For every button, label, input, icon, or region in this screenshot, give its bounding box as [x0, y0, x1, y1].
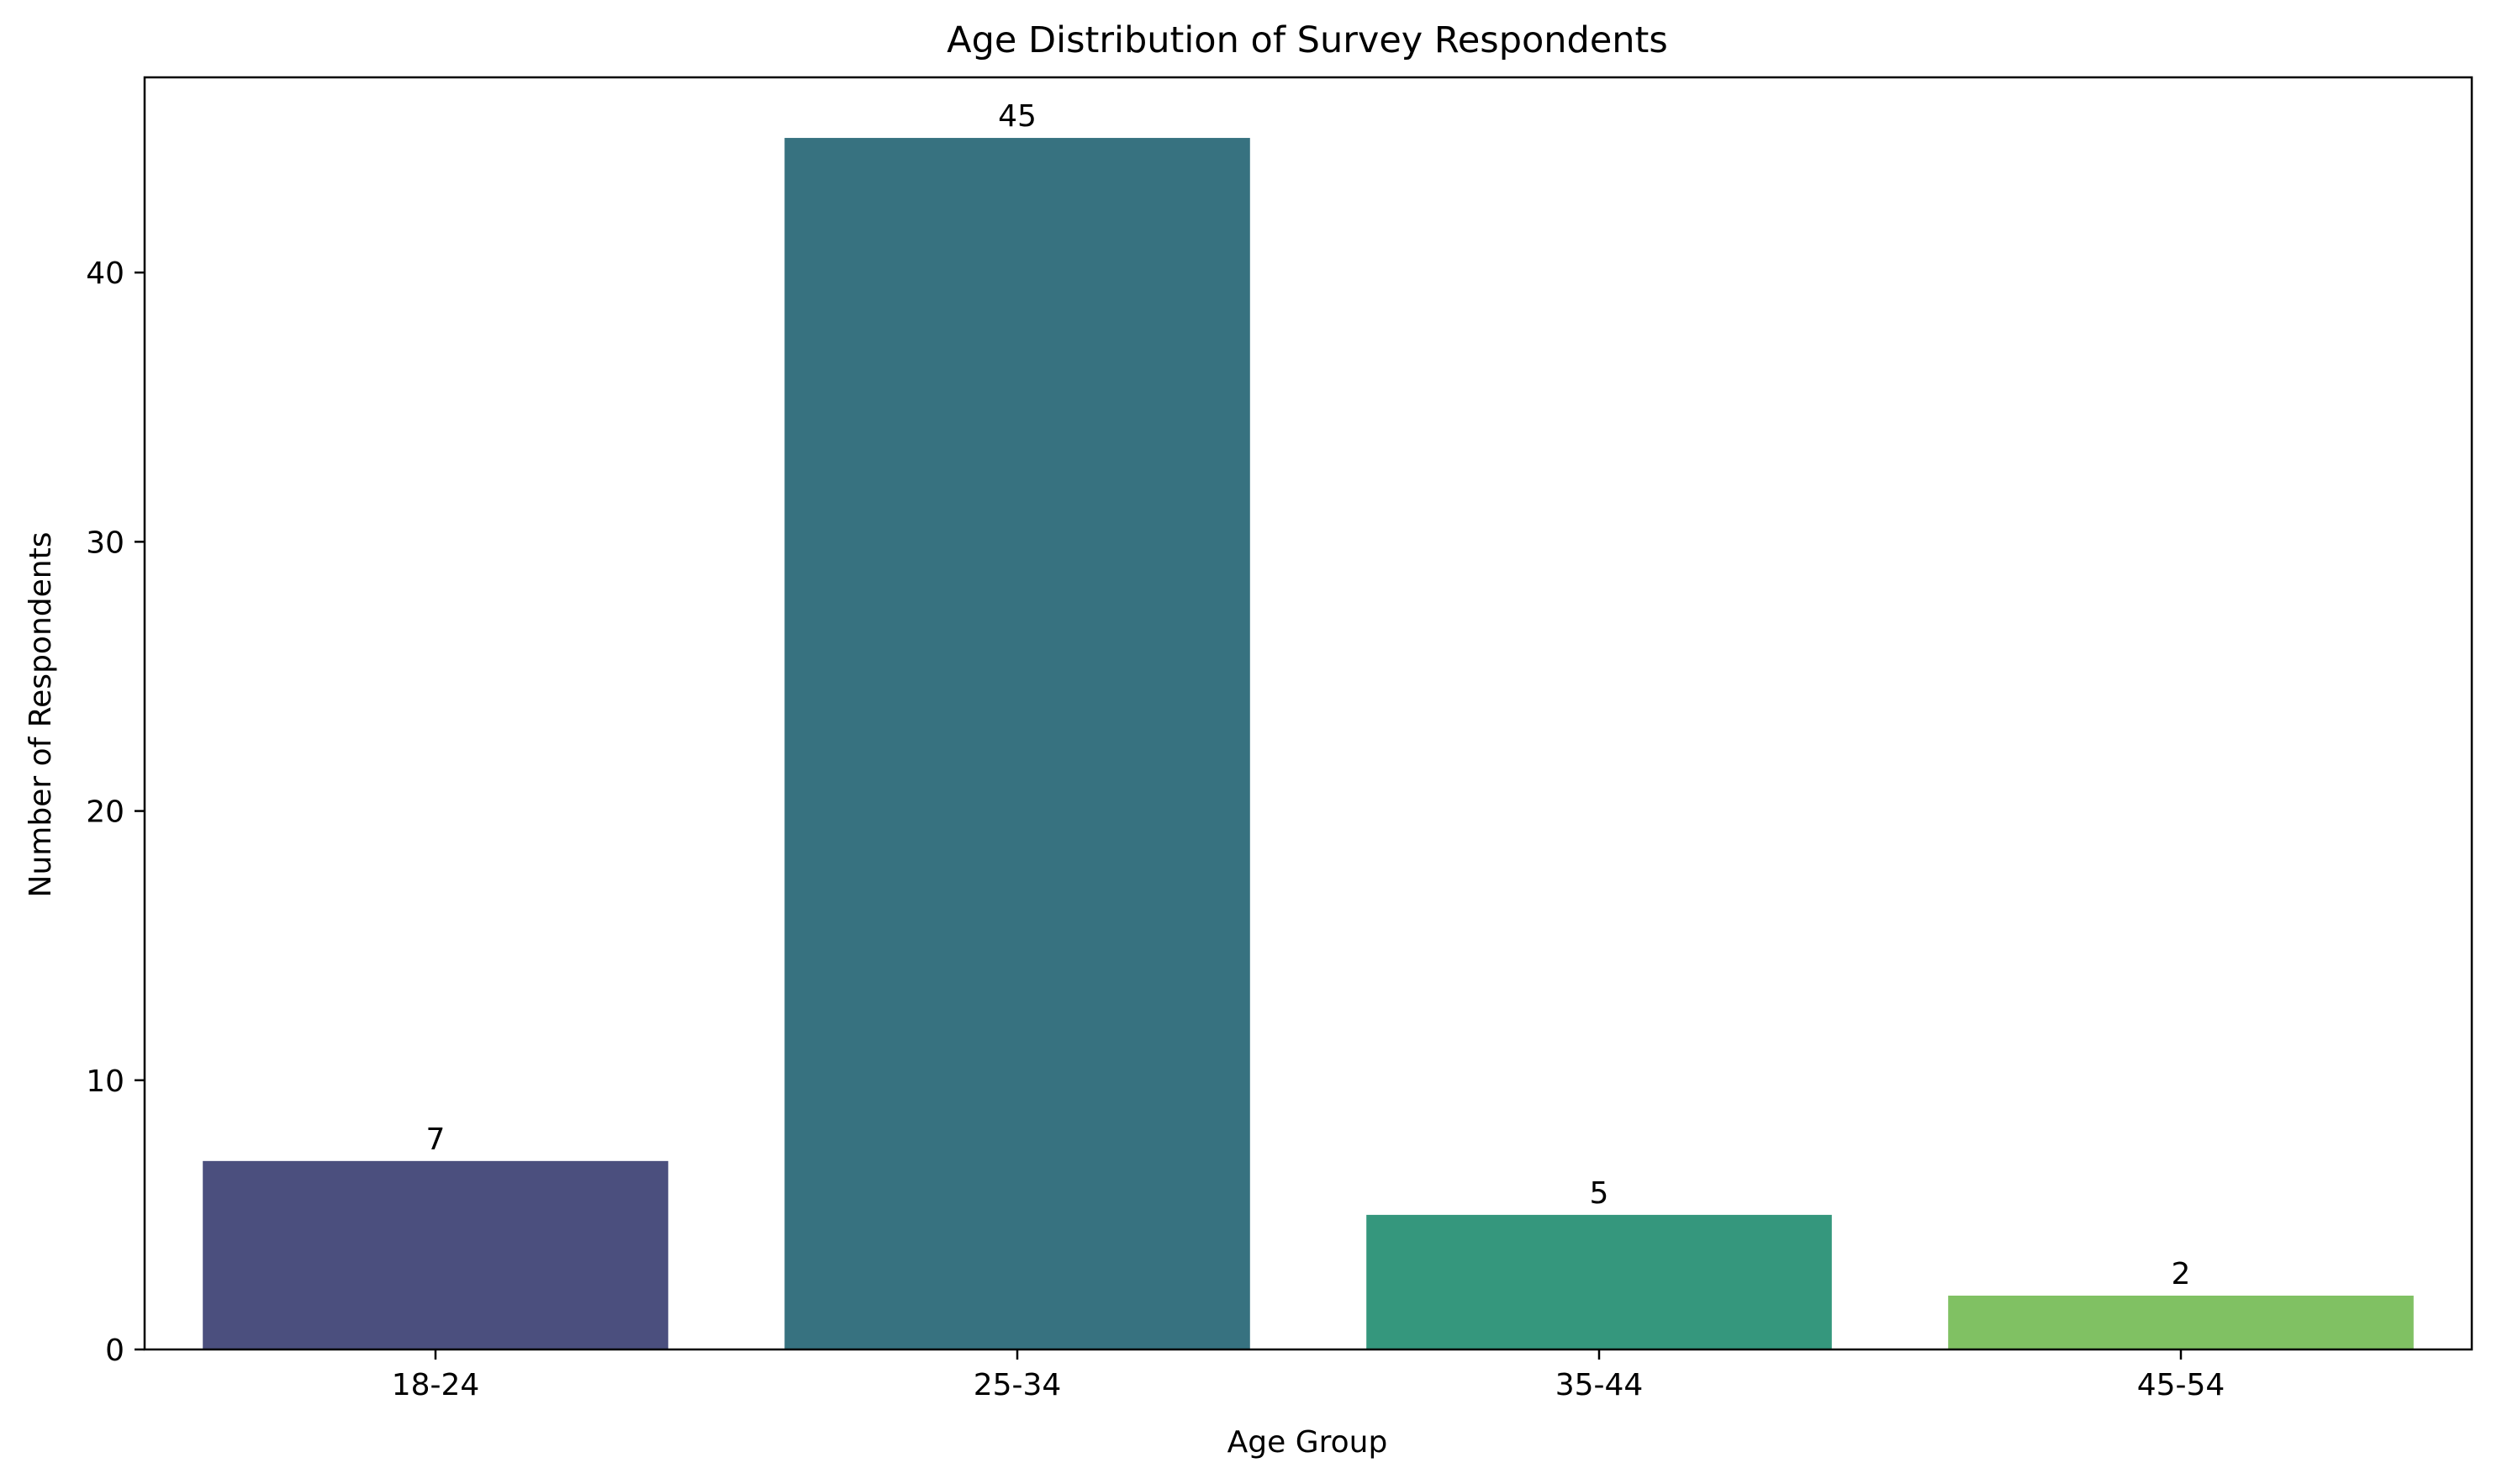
y-tick-label-10: 10	[86, 1064, 124, 1099]
chart-title: Age Distribution of Survey Respondents	[947, 19, 1668, 61]
bar-25-34	[784, 138, 1250, 1350]
y-tick-label-20: 20	[86, 795, 124, 830]
bar-45-54	[1948, 1295, 2414, 1349]
x-tick-label-45-54: 45-54	[2137, 1368, 2225, 1402]
data-label-25-34: 45	[998, 99, 1037, 134]
data-label-45-54: 2	[2172, 1257, 2191, 1291]
y-tick-label-30: 30	[86, 525, 124, 560]
y-axis-label: Number of Respondents	[24, 532, 58, 898]
x-tick-label-25-34: 25-34	[974, 1368, 1062, 1402]
data-label-35-44: 5	[1590, 1176, 1609, 1211]
x-tick-label-18-24: 18-24	[392, 1368, 480, 1402]
y-tick-label-40: 40	[86, 256, 124, 291]
bar-35-44	[1366, 1214, 1832, 1349]
plot-area: 7 18-24 45 25-34 5 35-44 2 45-54 0 10 20 30 40	[86, 76, 2473, 1402]
y-tick-label-0: 0	[105, 1333, 124, 1368]
x-axis-label: Age Group	[1227, 1425, 1388, 1460]
data-label-18-24: 7	[426, 1122, 446, 1157]
axes-frame	[143, 76, 2473, 1351]
x-tick-label-35-44: 35-44	[1555, 1368, 1644, 1402]
bar-18-24	[203, 1160, 668, 1349]
